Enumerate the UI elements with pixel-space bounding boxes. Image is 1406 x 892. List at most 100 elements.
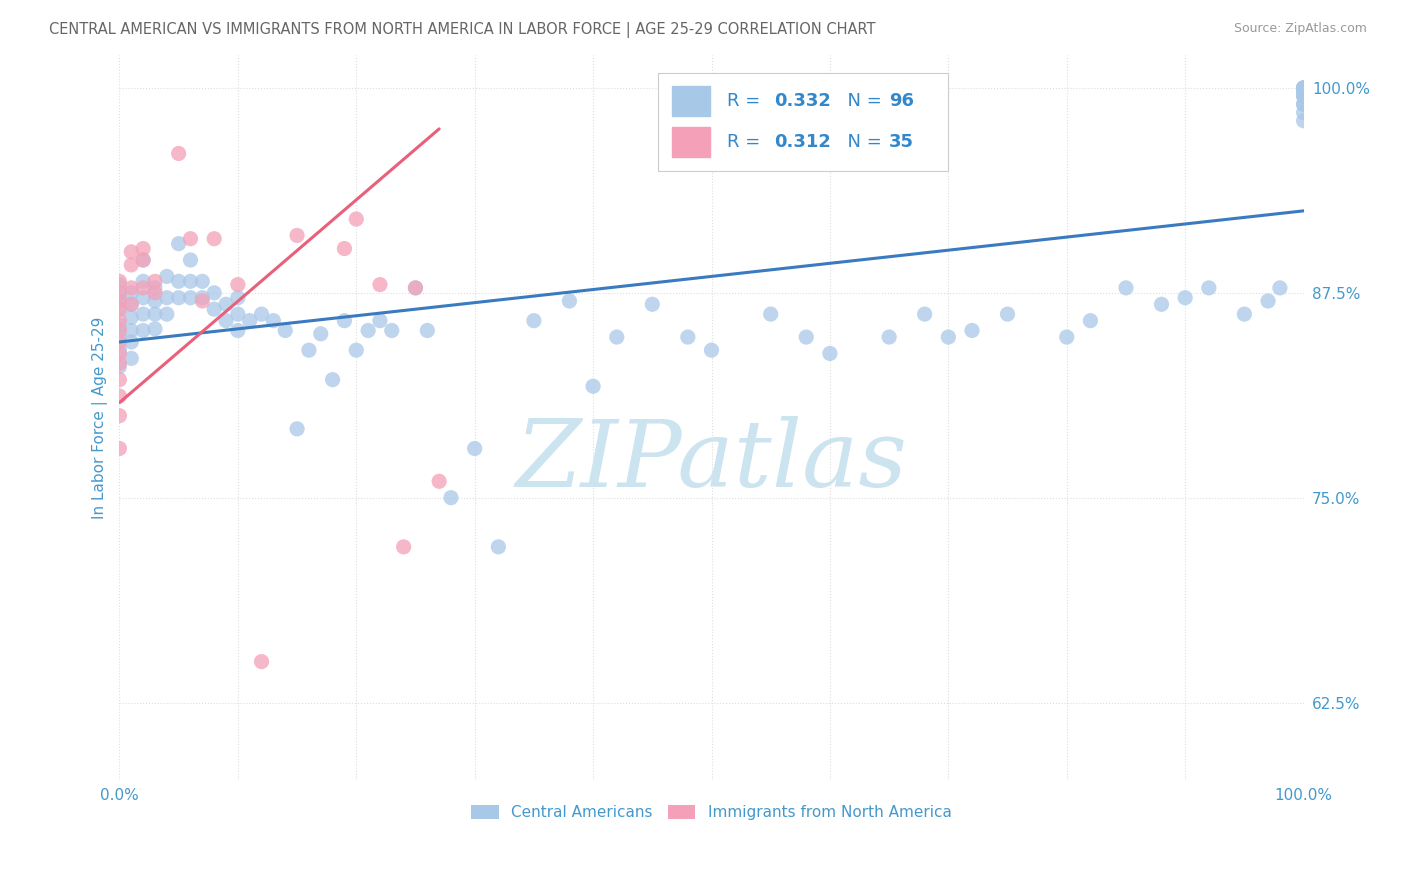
Point — [239, 313, 262, 327]
Point — [143, 281, 166, 295]
Point — [405, 281, 427, 295]
Point — [202, 302, 225, 317]
Point — [486, 540, 509, 554]
Point — [132, 291, 155, 305]
Point — [1292, 89, 1315, 103]
Point — [1292, 81, 1315, 95]
Point — [156, 269, 179, 284]
Point — [108, 359, 131, 374]
Point — [274, 324, 297, 338]
Legend: Central Americans, Immigrants from North America: Central Americans, Immigrants from North… — [465, 798, 957, 826]
Text: N =: N = — [835, 92, 887, 110]
Point — [167, 274, 190, 288]
Y-axis label: In Labor Force | Age 25-29: In Labor Force | Age 25-29 — [93, 316, 108, 518]
Point — [108, 274, 131, 288]
Point — [191, 291, 214, 305]
Point — [1292, 89, 1315, 103]
Bar — [672, 86, 710, 116]
Point — [120, 310, 142, 325]
Point — [143, 274, 166, 288]
Point — [392, 540, 415, 554]
Point — [960, 324, 983, 338]
Point — [1292, 97, 1315, 112]
Point — [606, 330, 628, 344]
Point — [215, 297, 238, 311]
Text: 35: 35 — [889, 133, 914, 151]
Point — [108, 442, 131, 456]
Point — [108, 356, 131, 370]
Point — [215, 313, 238, 327]
Text: 96: 96 — [889, 92, 914, 110]
Point — [250, 655, 273, 669]
Point — [285, 228, 308, 243]
Point — [108, 302, 131, 317]
Point — [250, 307, 273, 321]
Point — [108, 277, 131, 292]
Point — [1292, 84, 1315, 98]
Point — [132, 307, 155, 321]
Point — [262, 313, 284, 327]
Point — [936, 330, 959, 344]
Point — [202, 285, 225, 300]
Point — [179, 253, 201, 268]
Point — [523, 313, 546, 327]
Point — [132, 324, 155, 338]
Point — [333, 313, 356, 327]
Point — [202, 232, 225, 246]
Point — [120, 285, 142, 300]
Point — [132, 253, 155, 268]
Point — [108, 334, 131, 349]
Point — [440, 491, 463, 505]
Point — [143, 307, 166, 321]
Point — [405, 281, 427, 295]
Point — [641, 297, 664, 311]
Point — [344, 212, 367, 227]
Point — [167, 236, 190, 251]
Point — [309, 326, 332, 341]
Point — [108, 389, 131, 403]
Point — [416, 324, 439, 338]
Point — [357, 324, 380, 338]
Text: R =: R = — [727, 133, 766, 151]
Point — [1056, 330, 1078, 344]
Point — [914, 307, 936, 321]
Point — [1292, 84, 1315, 98]
Point — [120, 244, 142, 259]
Point — [120, 297, 142, 311]
Text: ZIPatlas: ZIPatlas — [516, 416, 907, 506]
Point — [167, 146, 190, 161]
FancyBboxPatch shape — [658, 73, 948, 171]
Point — [298, 343, 321, 358]
Point — [877, 330, 900, 344]
Point — [120, 324, 142, 338]
Point — [1268, 281, 1291, 295]
Point — [427, 475, 450, 489]
Point — [1292, 97, 1315, 112]
Point — [108, 302, 131, 317]
Point — [1292, 81, 1315, 95]
Text: CENTRAL AMERICAN VS IMMIGRANTS FROM NORTH AMERICA IN LABOR FORCE | AGE 25-29 COR: CENTRAL AMERICAN VS IMMIGRANTS FROM NORT… — [49, 22, 876, 38]
Point — [108, 285, 131, 300]
Point — [226, 277, 249, 292]
Point — [226, 324, 249, 338]
Point — [558, 293, 581, 308]
Point — [1292, 81, 1315, 95]
Point — [108, 343, 131, 358]
Point — [464, 442, 486, 456]
Point — [759, 307, 782, 321]
Point — [179, 232, 201, 246]
Point — [179, 291, 201, 305]
Point — [132, 253, 155, 268]
Point — [1198, 281, 1220, 295]
Point — [368, 313, 391, 327]
Point — [191, 293, 214, 308]
Point — [1292, 81, 1315, 95]
Point — [120, 297, 142, 311]
Text: N =: N = — [835, 133, 887, 151]
Point — [143, 293, 166, 308]
Point — [120, 281, 142, 295]
Point — [132, 281, 155, 295]
Point — [700, 343, 723, 358]
Point — [1292, 113, 1315, 128]
Point — [368, 277, 391, 292]
